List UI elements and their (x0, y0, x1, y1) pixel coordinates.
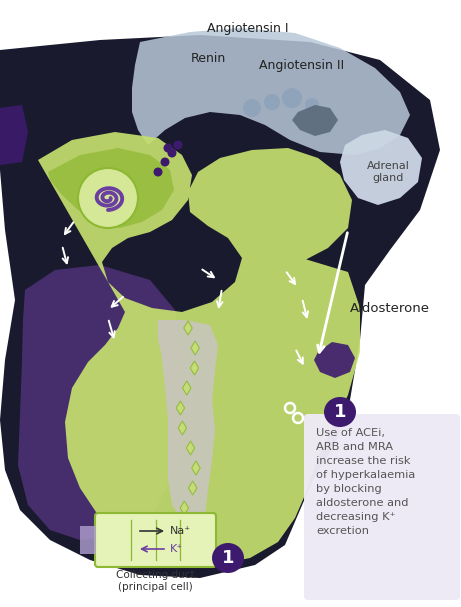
Circle shape (282, 88, 302, 108)
Polygon shape (190, 361, 199, 375)
Circle shape (167, 149, 177, 157)
Polygon shape (186, 441, 195, 455)
Text: Aldosterone: Aldosterone (350, 302, 430, 314)
Text: Angiotensin II: Angiotensin II (260, 58, 344, 72)
Circle shape (154, 168, 162, 177)
FancyBboxPatch shape (304, 414, 460, 600)
Circle shape (243, 99, 261, 117)
Text: Angiotensin I: Angiotensin I (207, 22, 289, 35)
Text: Na⁺: Na⁺ (170, 526, 191, 536)
Circle shape (173, 140, 183, 149)
Polygon shape (80, 526, 96, 554)
Polygon shape (180, 501, 189, 515)
Polygon shape (192, 461, 200, 475)
Polygon shape (292, 105, 338, 136)
Polygon shape (183, 381, 191, 395)
Polygon shape (176, 401, 184, 415)
Polygon shape (314, 342, 355, 378)
Polygon shape (158, 320, 218, 525)
Polygon shape (38, 132, 360, 565)
Text: Collecting duct
(principal cell): Collecting duct (principal cell) (116, 570, 195, 592)
Ellipse shape (324, 397, 356, 427)
Polygon shape (0, 105, 28, 165)
Circle shape (164, 143, 172, 152)
Polygon shape (191, 341, 199, 355)
Polygon shape (0, 35, 440, 578)
Text: K⁺: K⁺ (170, 544, 183, 554)
FancyBboxPatch shape (95, 513, 216, 567)
Ellipse shape (212, 543, 244, 573)
Text: 1: 1 (222, 549, 234, 567)
Circle shape (305, 98, 319, 112)
Polygon shape (178, 421, 187, 435)
Circle shape (264, 94, 280, 110)
Polygon shape (189, 481, 197, 495)
Polygon shape (18, 265, 185, 540)
Circle shape (160, 157, 170, 166)
Text: 1: 1 (334, 403, 346, 421)
Polygon shape (48, 148, 174, 228)
Text: Renin: Renin (190, 52, 225, 64)
Text: Use of ACEi,
ARB and MRA
increase the risk
of hyperkalaemia
by blocking
aldoster: Use of ACEi, ARB and MRA increase the ri… (316, 428, 415, 536)
Polygon shape (132, 28, 410, 155)
Text: Adrenal
gland: Adrenal gland (366, 161, 409, 183)
Circle shape (78, 168, 138, 228)
Polygon shape (184, 321, 192, 335)
Polygon shape (340, 130, 422, 205)
